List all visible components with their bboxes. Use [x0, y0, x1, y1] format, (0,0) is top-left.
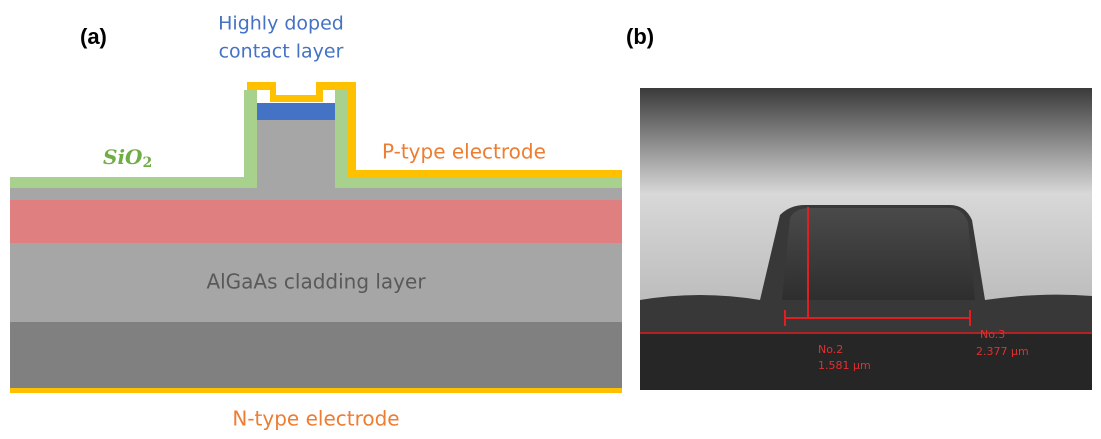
- active-layer: [10, 200, 622, 243]
- cladding-label: AlGaAs cladding layer: [206, 270, 426, 294]
- measure-value: 2.377 µm: [976, 345, 1029, 358]
- substrate-layer: [10, 322, 622, 388]
- sem-ridge: [782, 208, 975, 300]
- panel-label: (b): [626, 24, 654, 49]
- panel-a: (a) Highly doped contact layer SiO2 P-ty…: [10, 13, 622, 431]
- measure-name: No.3: [980, 328, 1005, 341]
- contact-label: Highly doped: [218, 13, 344, 35]
- panel-label: (a): [80, 24, 107, 49]
- p-electrode-label: P-type electrode: [382, 140, 546, 164]
- oxide-subscript: 2: [142, 155, 152, 171]
- figure: (a) Highly doped contact layer SiO2 P-ty…: [0, 0, 1101, 435]
- ridge: [257, 120, 335, 190]
- n-electrode-label: N-type electrode: [232, 407, 399, 431]
- oxide-label: SiO2: [103, 145, 152, 172]
- oxide-left: [10, 90, 257, 188]
- n-electrode-metal: [10, 388, 622, 393]
- contact-label: contact layer: [219, 41, 344, 63]
- contact-layer: [257, 103, 335, 120]
- oxide-base: SiO: [103, 145, 143, 169]
- measure-name: No.2: [818, 343, 843, 356]
- panel-b: (b) No.2 1.581 µm No.3 2.377 µm: [626, 24, 1092, 390]
- measure-value: 1.581 µm: [818, 359, 871, 372]
